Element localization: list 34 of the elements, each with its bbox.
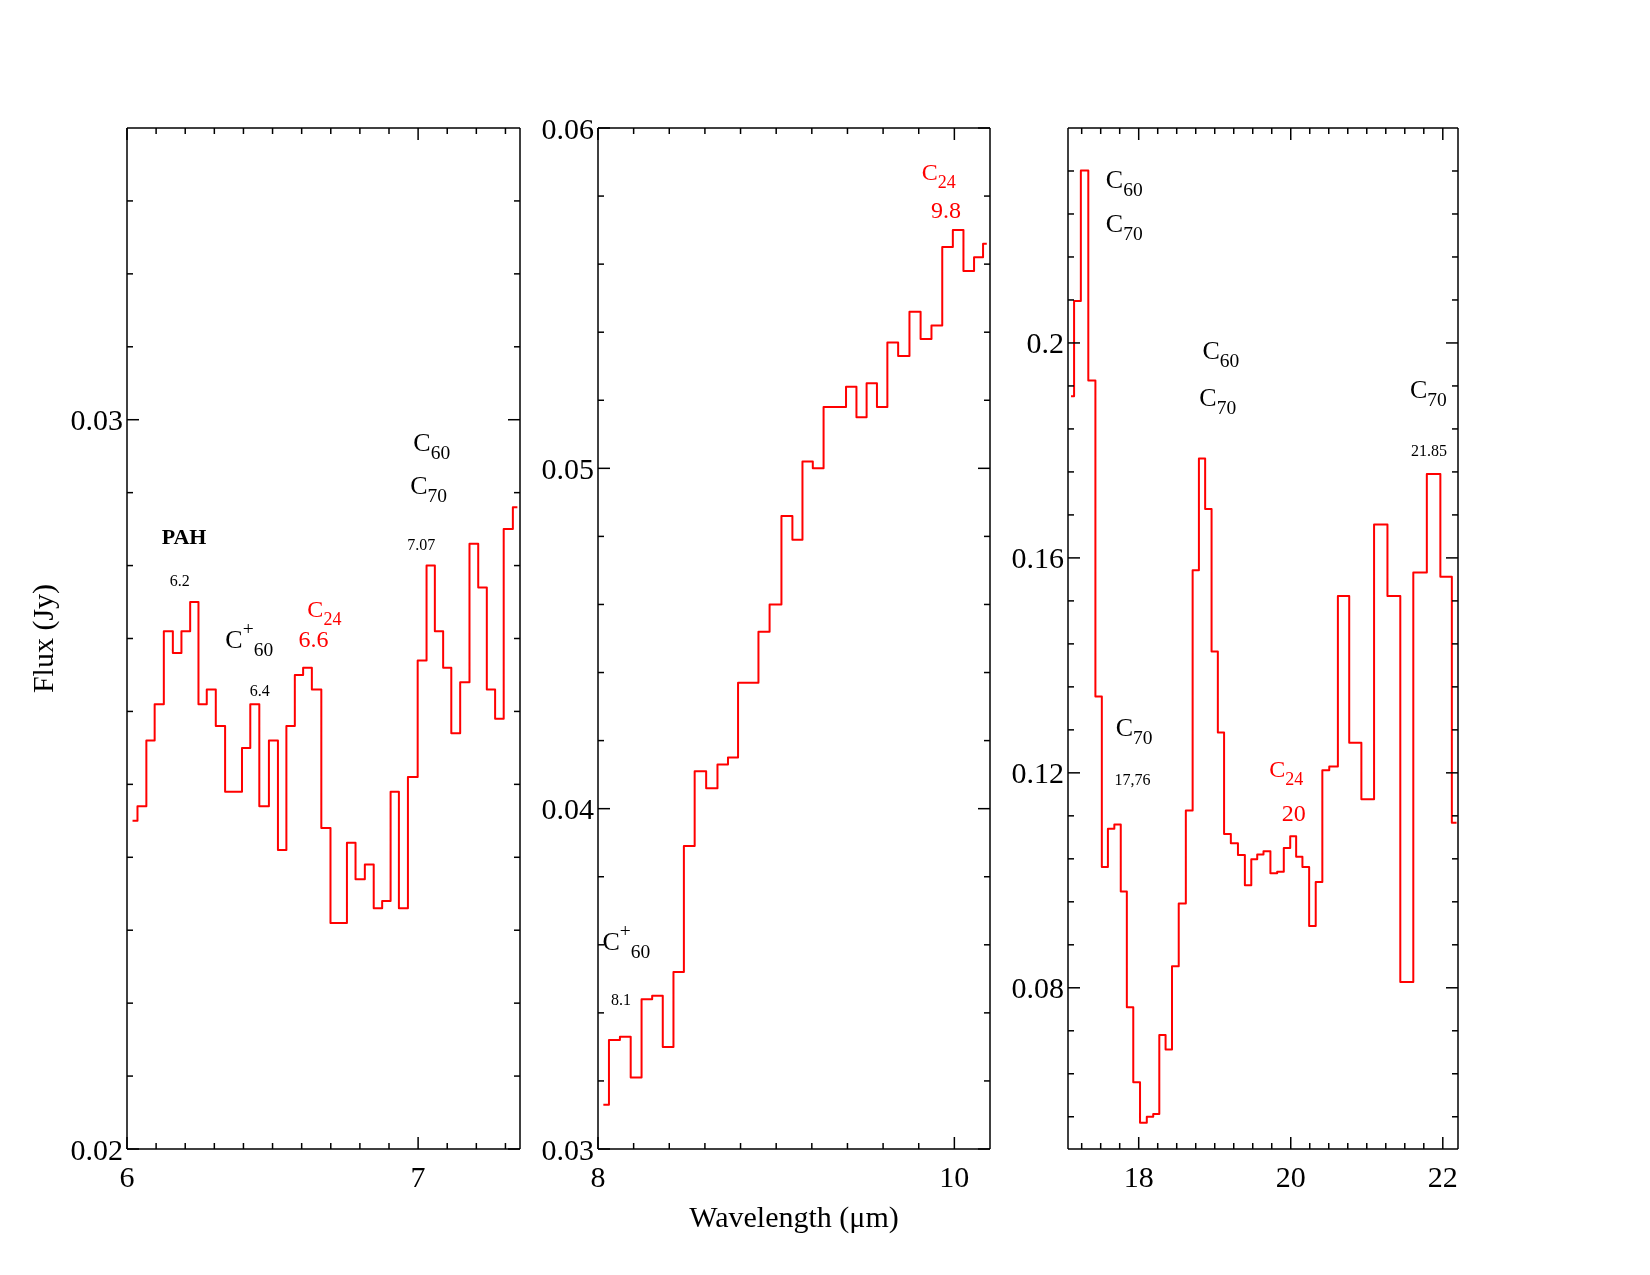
annotation: C$_{70}$ bbox=[1199, 382, 1237, 418]
annotation: 20 bbox=[1281, 800, 1306, 827]
y-tick-label: 0.12 bbox=[1011, 756, 1064, 790]
annotation: C$_{70}$ bbox=[410, 470, 448, 507]
annotation: C$_{70}$ bbox=[1409, 374, 1447, 411]
annotation: 17,76 bbox=[1114, 770, 1151, 788]
annotation: 6.2 bbox=[169, 571, 190, 589]
annotation: C$_{60}$ bbox=[1202, 335, 1240, 372]
annotation: 7.07 bbox=[407, 535, 436, 553]
annotation: 8.1 bbox=[610, 990, 631, 1008]
y-tick-label: 0.2 bbox=[1026, 326, 1064, 360]
y-tick-label: 0.03 bbox=[70, 403, 123, 437]
y-tick-label: 0.08 bbox=[1011, 971, 1064, 1005]
y-axis-title: Flux (Jy) bbox=[25, 583, 60, 694]
annotation: C$_{24}$ bbox=[921, 159, 956, 193]
annotation: C$_{24}$ bbox=[1269, 755, 1304, 789]
annotation: 9.8 bbox=[930, 196, 961, 223]
annotation: C$_{60}$ bbox=[413, 427, 451, 463]
x-tick-label: 7 bbox=[410, 1160, 426, 1193]
x-tick-label: 20 bbox=[1275, 1160, 1306, 1193]
annotation: C$_{70}$ bbox=[1105, 208, 1143, 244]
annotation: PAH bbox=[161, 523, 207, 549]
y-tick-label: 0.04 bbox=[541, 792, 594, 826]
x-tick-label: 18 bbox=[1123, 1160, 1154, 1193]
x-tick-label: 10 bbox=[939, 1160, 970, 1193]
y-tick-label: 0.16 bbox=[1011, 541, 1064, 575]
y-tick-label: 0.05 bbox=[541, 451, 594, 485]
annotation: 21.85 bbox=[1411, 441, 1448, 459]
annotation: C$_{60}$ bbox=[1105, 164, 1143, 200]
x-tick-label: 22 bbox=[1427, 1160, 1458, 1193]
y-tick-label: 0.06 bbox=[541, 111, 594, 145]
annotation: C$_{70}$ bbox=[1115, 712, 1153, 748]
annotation: 6.4 bbox=[249, 681, 270, 699]
x-axis-title: Wavelength (μm) bbox=[689, 1200, 899, 1234]
